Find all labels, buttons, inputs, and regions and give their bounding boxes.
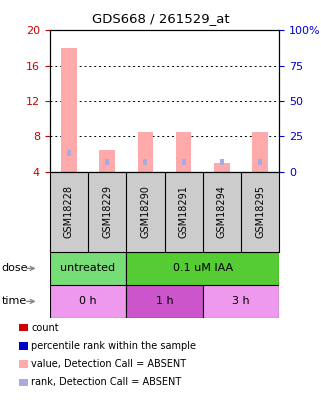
Text: dose: dose [2, 263, 28, 273]
Text: rank, Detection Call = ABSENT: rank, Detection Call = ABSENT [31, 377, 182, 387]
Bar [61, 48, 76, 172]
Text: value, Detection Call = ABSENT: value, Detection Call = ABSENT [31, 359, 187, 369]
Text: GSM18290: GSM18290 [140, 185, 150, 238]
Bar [143, 158, 147, 165]
Text: 3 h: 3 h [232, 296, 250, 307]
Text: GDS668 / 261529_at: GDS668 / 261529_at [92, 12, 229, 25]
Text: percentile rank within the sample: percentile rank within the sample [31, 341, 196, 351]
Bar [203, 285, 279, 318]
Text: GSM18295: GSM18295 [255, 185, 265, 239]
Text: GSM18228: GSM18228 [64, 185, 74, 239]
Bar [214, 163, 230, 172]
Text: count: count [31, 323, 59, 333]
Bar [176, 132, 191, 172]
Text: 1 h: 1 h [156, 296, 173, 307]
Text: untreated: untreated [60, 263, 116, 273]
Bar [220, 158, 224, 165]
Bar [258, 158, 262, 165]
Bar [253, 132, 268, 172]
Bar [126, 285, 203, 318]
Text: GSM18291: GSM18291 [179, 185, 189, 238]
Bar [50, 252, 126, 285]
Text: 0.1 uM IAA: 0.1 uM IAA [173, 263, 233, 273]
Bar [50, 285, 126, 318]
Bar [182, 158, 186, 165]
Text: GSM18294: GSM18294 [217, 185, 227, 238]
Text: GSM18229: GSM18229 [102, 185, 112, 239]
Text: time: time [2, 296, 27, 307]
Text: 0 h: 0 h [79, 296, 97, 307]
Bar [105, 158, 109, 165]
Bar [126, 252, 279, 285]
Bar [138, 132, 153, 172]
Bar [100, 150, 115, 172]
Bar [67, 150, 71, 156]
